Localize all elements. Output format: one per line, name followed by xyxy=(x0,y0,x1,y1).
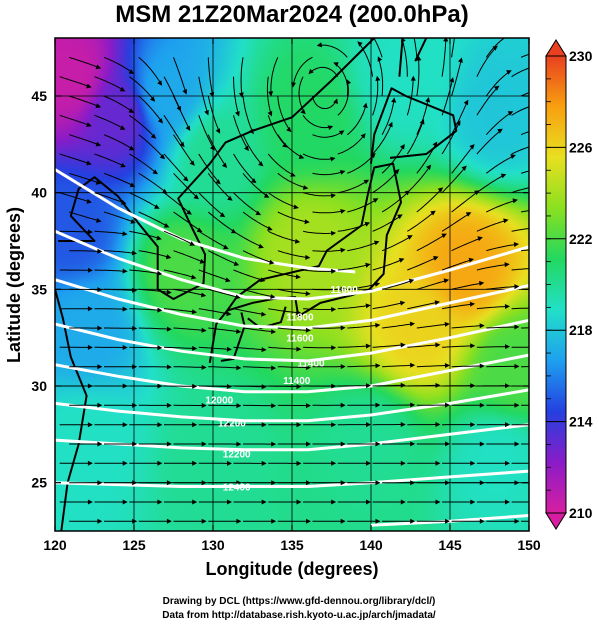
height-contours xyxy=(55,168,529,527)
x-tick-label: 120 xyxy=(43,537,67,553)
colorbar-tick-label: 230 xyxy=(569,48,593,64)
contour-label: 12400 xyxy=(223,482,251,493)
contour-label: 11600 xyxy=(286,334,314,345)
contour-label: 11800 xyxy=(286,312,314,323)
x-tick-label: 145 xyxy=(438,537,462,553)
contour-label: 12200 xyxy=(218,419,246,430)
y-tick-label: 30 xyxy=(31,378,47,394)
colorbar-tick-label: 218 xyxy=(569,322,593,338)
colorbar: 210 214 218 222 226 230 xyxy=(545,39,593,530)
x-tick-label: 125 xyxy=(122,537,146,553)
y-tick-label: 35 xyxy=(31,281,47,297)
credit-drawing: Drawing by DCL (https://www.gfd-dennou.o… xyxy=(163,596,436,607)
colorbar-tick-label: 222 xyxy=(569,231,593,247)
credit-data: Data from http://database.rish.kyoto-u.a… xyxy=(162,610,436,621)
x-tick-label: 130 xyxy=(201,537,225,553)
contour-label: 11400 xyxy=(297,359,325,370)
y-tick-label: 25 xyxy=(31,475,47,491)
contour-label: 12200 xyxy=(223,450,251,461)
contour-label: 12000 xyxy=(205,395,233,406)
y-axis-ticks: 25 30 35 40 45 xyxy=(31,88,529,491)
colorbar-tick-label: 226 xyxy=(569,139,593,155)
x-axis-ticks: 120 125 130 135 140 145 150 xyxy=(43,38,541,553)
x-tick-label: 150 xyxy=(517,537,541,553)
y-tick-label: 40 xyxy=(31,185,47,201)
colorbar-tick-label: 214 xyxy=(569,414,593,430)
x-axis-label: Longitude (degrees) xyxy=(205,559,378,579)
y-tick-label: 45 xyxy=(31,88,47,104)
plot-area: 11600 11800 11600 11400 11400 12000 12200 12200… xyxy=(55,38,529,531)
colorbar-tick-label: 210 xyxy=(569,505,593,521)
colorbar-extend-min xyxy=(545,512,567,530)
wind-streamlines xyxy=(59,38,529,524)
contour-labels: 11600 11800 11600 11400 11400 12000 12200 12200… xyxy=(205,285,358,493)
contour-label: 11400 xyxy=(283,376,311,387)
colorbar-extend-max xyxy=(545,39,567,57)
x-tick-label: 140 xyxy=(359,537,383,553)
chart-title: MSM 21Z20Mar2024 (200.0hPa) xyxy=(115,1,469,28)
y-axis-label: Latitude (degrees) xyxy=(4,207,24,363)
contour-label: 11600 xyxy=(331,285,359,296)
x-tick-label: 135 xyxy=(280,537,304,553)
